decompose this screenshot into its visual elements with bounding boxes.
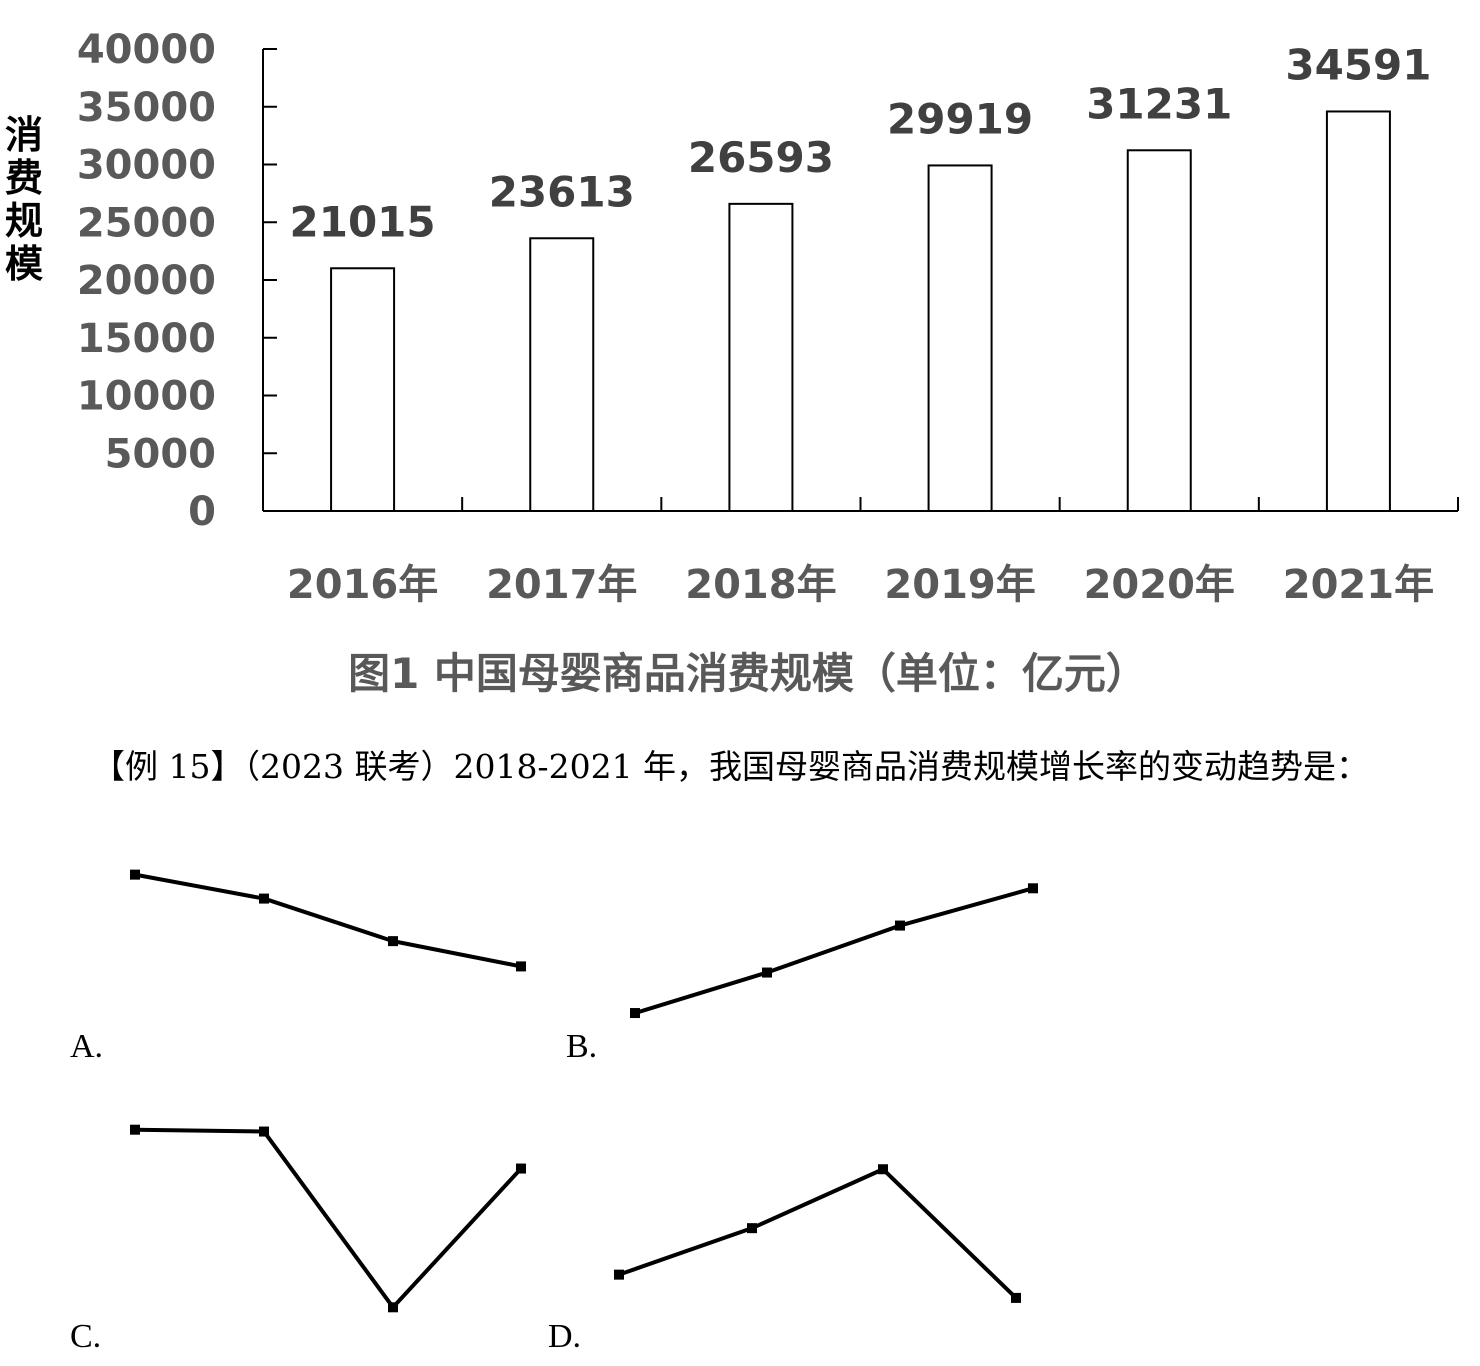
y-axis-label: 消费规模 (5, 113, 43, 286)
y-axis-label-char: 模 (5, 242, 43, 286)
option-trend-point (747, 1223, 757, 1234)
y-tick-label: 15000 (77, 316, 216, 362)
y-tick-label: 0 (188, 489, 216, 535)
option-c-label[interactable]: C. (70, 1318, 101, 1355)
data-label: 21015 (290, 197, 436, 246)
option-trend-point (1028, 883, 1038, 894)
option-trend-point (762, 967, 772, 978)
option-trend-point (388, 936, 398, 947)
x-tick-label: 2016年 (287, 562, 438, 608)
y-tick-label: 35000 (77, 85, 216, 131)
option-trend-line (134, 1127, 523, 1310)
y-axis-label-char: 费 (5, 156, 43, 200)
bar (927, 164, 993, 512)
bar-chart: 消费规模 0 5000 10000 15000 20000 25000 30000 35000… (5, 27, 1459, 698)
bar (1325, 110, 1391, 513)
bars (330, 110, 1391, 513)
data-label: 34591 (1285, 40, 1431, 89)
chart-title: 图1 中国母婴商品消费规模（单位：亿元） (348, 649, 1148, 698)
bar (529, 237, 595, 513)
option-d-label[interactable]: D. (548, 1318, 581, 1355)
option-trend-point (895, 920, 905, 931)
bar (728, 202, 794, 512)
data-label: 31231 (1086, 79, 1232, 128)
option-trend-line (634, 886, 1034, 1015)
bar (330, 267, 396, 513)
option-trend-point (130, 869, 140, 880)
x-tick-label: 2018年 (685, 562, 836, 608)
option-trend-point (1011, 1292, 1021, 1303)
data-labels: 21015 23613 26593 29919 31231 34591 (290, 40, 1432, 246)
option-trend-point (878, 1164, 888, 1175)
answer-options: A. B. C. D. (70, 869, 1038, 1355)
data-label: 26593 (688, 133, 834, 182)
x-tick-label: 2020年 (1084, 562, 1235, 608)
y-tick-label: 30000 (77, 143, 216, 189)
option-trend-point (614, 1269, 624, 1280)
y-tick-label: 40000 (77, 27, 216, 73)
option-trend-point (630, 1008, 640, 1019)
option-a-label[interactable]: A. (70, 1028, 103, 1065)
y-tick-label: 10000 (77, 374, 216, 420)
option-trend-point (516, 1163, 526, 1174)
option-trend-point (259, 893, 269, 904)
option-trend-line (134, 872, 522, 969)
y-tick-labels: 0 5000 10000 15000 20000 25000 30000 35000 40000 (77, 27, 216, 535)
axes (262, 48, 1459, 512)
option-b-label[interactable]: B. (566, 1028, 597, 1065)
x-tick-label: 2017年 (486, 562, 637, 608)
option-trend-point (516, 961, 526, 972)
y-tick-label: 20000 (77, 258, 216, 304)
x-tick-label: 2019年 (884, 562, 1035, 608)
option-trend-point (130, 1124, 140, 1135)
option-trend-line (618, 1167, 1018, 1300)
data-label: 29919 (887, 94, 1033, 143)
y-axis-label-char: 消 (5, 113, 43, 157)
question-text: 【例 15】（2023 联考）2018-2021 年，我国母婴商品消费规模增长率… (92, 747, 1370, 786)
option-trend-point (259, 1126, 269, 1137)
y-tick-label: 5000 (105, 431, 216, 477)
x-tick-labels: 2016年 2017年 2018年 2019年 2020年 2021年 (287, 562, 1434, 608)
y-axis-label-char: 规 (5, 199, 43, 243)
data-label: 23613 (489, 167, 635, 216)
option-trend-point (388, 1302, 398, 1313)
x-tick-label: 2021年 (1283, 562, 1434, 608)
y-tick-label: 25000 (77, 200, 216, 246)
option-line-charts (130, 869, 1038, 1313)
bar (1126, 149, 1192, 512)
